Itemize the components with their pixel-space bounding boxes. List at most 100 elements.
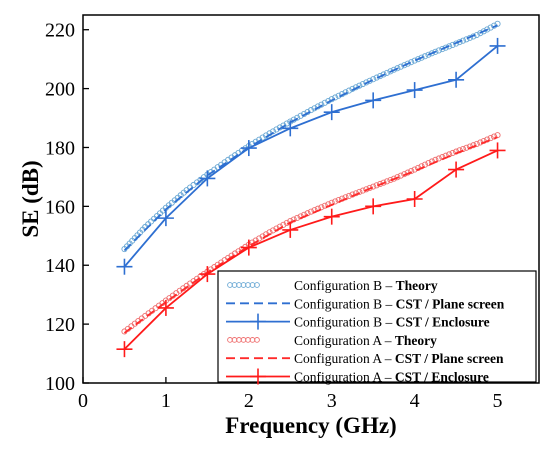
theory-marker (318, 204, 325, 211)
theory-marker (345, 87, 353, 94)
x-tick-label: 5 (493, 390, 503, 412)
theory-marker (190, 181, 197, 189)
series-5 (123, 136, 498, 334)
y-tick-label: 220 (45, 20, 75, 42)
legend-label: Configuration A – CST / Enclosure (294, 370, 489, 385)
y-tick-label: 160 (45, 196, 75, 218)
theory-marker (477, 30, 484, 37)
theory-marker (342, 89, 349, 96)
y-tick-label: 200 (45, 79, 75, 101)
theory-marker (408, 168, 415, 175)
plane-screen-line (123, 136, 498, 334)
theory-marker (408, 59, 415, 66)
theory-marker (290, 216, 297, 223)
theory-marker (294, 114, 301, 121)
legend-label-suffix: CST / Plane screen (395, 351, 504, 366)
theory-marker (332, 198, 339, 205)
theory-marker (370, 76, 377, 83)
x-tick-label: 3 (327, 390, 337, 412)
x-tick-label: 4 (410, 390, 420, 412)
theory-marker (404, 60, 411, 67)
theory-marker (283, 120, 290, 127)
y-tick-label: 180 (45, 137, 75, 159)
legend-label: Configuration A – Theory (294, 333, 437, 348)
theory-marker (418, 54, 425, 61)
legend-label: Configuration B – CST / Plane screen (294, 296, 505, 311)
theory-marker (397, 172, 404, 179)
y-tick-label: 120 (45, 314, 75, 336)
theory-marker (280, 221, 287, 228)
theory-marker (415, 56, 422, 63)
theory-marker (421, 161, 429, 168)
legend-label-suffix: CST / Enclosure (395, 370, 489, 385)
series-4 (121, 132, 501, 335)
theory-marker (332, 94, 339, 101)
x-tick-label: 2 (244, 390, 254, 412)
theory-marker (473, 140, 480, 147)
theory-marker (380, 71, 387, 78)
theory-marker (439, 154, 446, 161)
legend-theory-marker (254, 337, 260, 343)
y-tick-label: 100 (45, 373, 75, 395)
theory-marker (307, 107, 315, 114)
plot-frame (82, 14, 540, 384)
theory-marker (463, 36, 470, 43)
theory-marker (428, 50, 435, 57)
legend-label-prefix: Configuration A – (294, 333, 395, 348)
theory-marker (421, 53, 429, 60)
legend-label-prefix: Configuration A – (294, 370, 395, 385)
theory-marker (318, 101, 325, 108)
legend-label-suffix: CST / Enclosure (396, 315, 490, 330)
theory-marker (449, 149, 456, 157)
legend-label-prefix: Configuration B – (294, 278, 396, 293)
theory-marker (480, 28, 487, 35)
theory-marker (394, 174, 401, 181)
plane-screen-line (123, 24, 498, 252)
x-tick-label: 0 (78, 390, 88, 412)
series-2 (123, 24, 498, 252)
enclosure-line (123, 149, 498, 350)
legend-label: Configuration B – CST / Enclosure (294, 315, 490, 330)
theory-marker (269, 128, 277, 135)
legend-label: Configuration B – Theory (294, 278, 438, 293)
theory-marker (449, 41, 456, 48)
legend-label-suffix: Theory (396, 278, 438, 293)
theory-marker (494, 20, 501, 27)
theory-marker (345, 192, 353, 200)
theory-marker (425, 51, 432, 58)
theory-marker (484, 26, 491, 33)
legend-label-prefix: Configuration B – (294, 296, 396, 311)
theory-marker (487, 135, 494, 142)
theory-marker (435, 155, 442, 162)
x-tick-label: 1 (161, 390, 171, 412)
y-axis-title: SE (dB) (18, 160, 43, 237)
theory-marker (380, 179, 387, 186)
theory-marker (383, 69, 391, 76)
legend-label: Configuration A – CST / Plane screen (294, 351, 504, 366)
theory-marker (356, 188, 363, 195)
theory-marker (453, 40, 460, 47)
series-1 (121, 20, 501, 253)
enclosure-line (123, 45, 499, 268)
theory-marker (459, 146, 467, 153)
y-tick-label: 140 (45, 255, 75, 277)
theory-marker (294, 214, 301, 221)
legend-theory-marker (254, 282, 260, 288)
theory-marker (432, 48, 439, 55)
theory-marker (370, 183, 377, 190)
theory-marker (383, 178, 391, 185)
series-6 (116, 142, 506, 358)
legend-label-suffix: CST / Plane screen (396, 296, 505, 311)
theory-marker (411, 57, 418, 64)
y-axis-ticks: 100 120 140 160 180 200 220 (45, 20, 89, 395)
series-3 (116, 37, 506, 275)
theory-marker (439, 46, 446, 53)
series-layer (116, 20, 506, 358)
x-axis-title: Frequency (GHz) (225, 413, 396, 438)
legend-label-prefix: Configuration A – (294, 351, 395, 366)
legend-box (217, 270, 537, 383)
legend-label-prefix: Configuration B – (294, 315, 396, 330)
legend-label-suffix: Theory (395, 333, 437, 348)
theory-marker (435, 47, 442, 54)
